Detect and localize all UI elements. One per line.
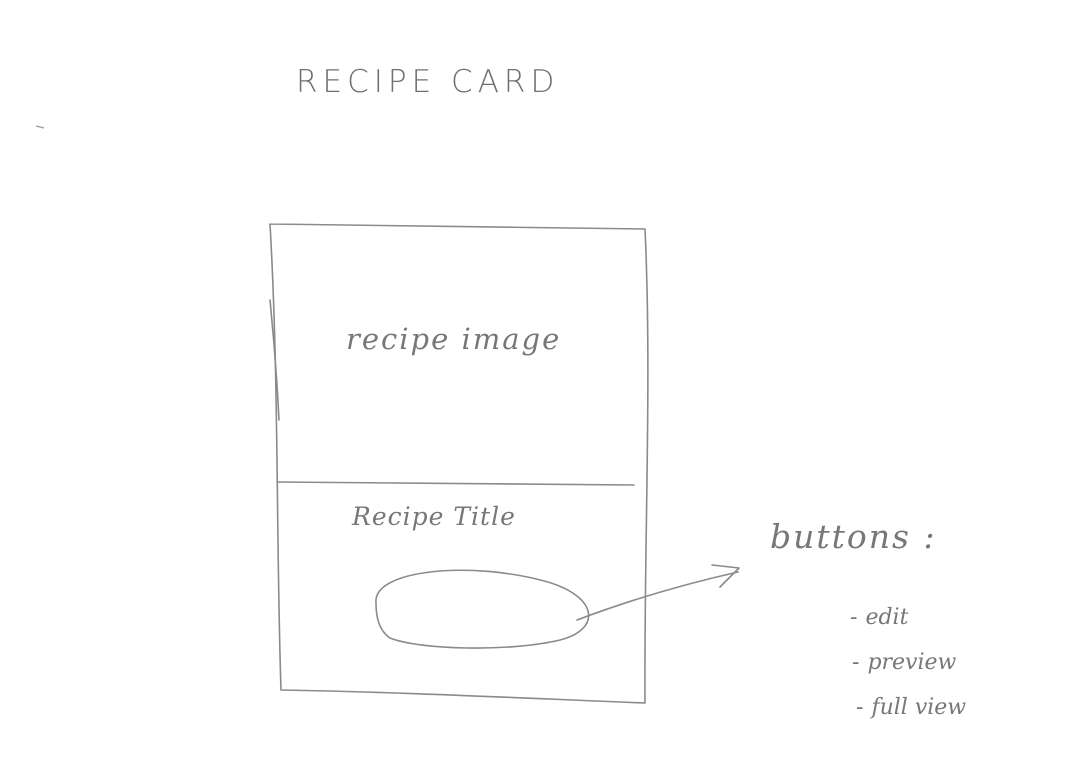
buttons-note-item-edit: - edit xyxy=(850,598,966,643)
recipe-image-label: recipe image xyxy=(346,322,562,356)
stray-mark xyxy=(35,125,45,129)
bullet-dash: - xyxy=(856,695,864,720)
card-outline xyxy=(269,223,649,704)
buttons-note-item-label: edit xyxy=(865,605,909,630)
bullet-dash: - xyxy=(852,650,860,675)
buttons-note-item-full-view: - full view xyxy=(856,688,966,733)
card-edge-stroke xyxy=(269,299,280,421)
bullet-dash: - xyxy=(850,605,858,630)
buttons-note-item-preview: - preview xyxy=(852,643,966,688)
arrow-line xyxy=(576,571,739,621)
card-divider xyxy=(276,481,635,486)
buttons-note-item-label: full view xyxy=(871,695,967,720)
buttons-note-item-label: preview xyxy=(867,650,957,675)
page-heading: RECIPE CARD xyxy=(296,64,560,100)
recipe-title-label: Recipe Title xyxy=(352,502,516,531)
buttons-note-heading: buttons : xyxy=(770,517,937,556)
buttons-note-list: - edit - preview - full view xyxy=(850,598,966,733)
button-oval xyxy=(375,569,590,649)
arrow-head xyxy=(711,564,740,588)
